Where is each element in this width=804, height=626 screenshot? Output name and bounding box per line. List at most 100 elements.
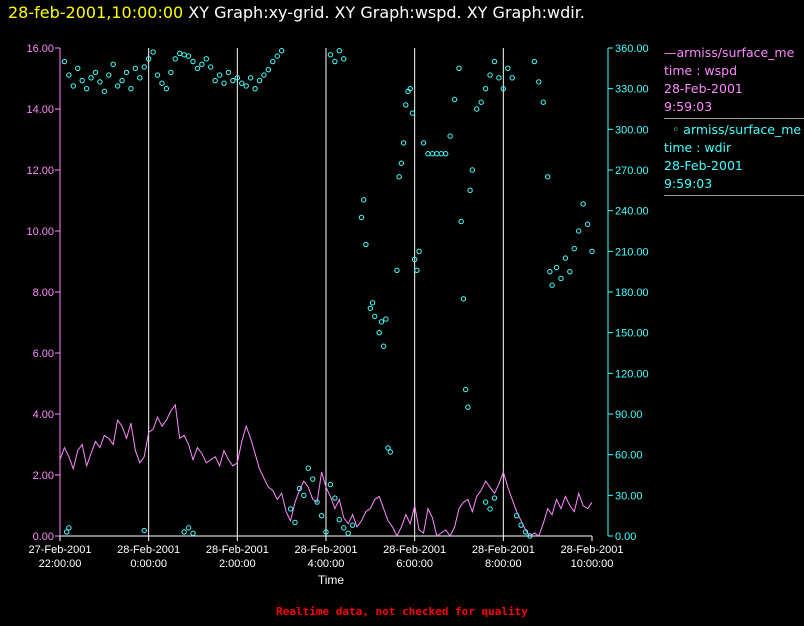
- wdir-point: [425, 151, 431, 157]
- wdir-series: [61, 48, 595, 539]
- wdir-point: [451, 96, 458, 103]
- wdir-point: [301, 492, 307, 499]
- wdir-point: [172, 56, 178, 62]
- left-axis-tick-label: 16.00: [26, 43, 54, 55]
- wdir-point: [478, 99, 484, 105]
- wdir-point: [513, 512, 520, 519]
- wdir-point: [496, 75, 502, 81]
- wdir-point: [332, 495, 338, 501]
- wdir-point: [482, 85, 489, 92]
- wdir-point: [482, 499, 489, 505]
- wdir-point: [544, 174, 551, 180]
- legend-wspd-time: 9:59:03: [664, 99, 713, 114]
- x-axis-tick-time: 0:00:00: [130, 558, 167, 570]
- wdir-point: [420, 140, 427, 146]
- wdir-point: [66, 525, 72, 531]
- wdir-point: [407, 85, 413, 92]
- wdir-point: [199, 61, 205, 67]
- wdir-point: [527, 533, 533, 539]
- wdir-point: [438, 151, 444, 157]
- wdir-point: [345, 530, 351, 536]
- right-axis-tick-label: 360.00: [615, 43, 649, 55]
- wdir-point: [75, 65, 81, 72]
- axes: 0.00 2.00 4.00 6.00 8.00 10.00 12.00 14.00 16.00…: [26, 43, 648, 570]
- wdir-point: [509, 75, 515, 81]
- wdir-point: [314, 499, 320, 505]
- legend-wspd-var: time : wspd: [664, 63, 738, 78]
- wdir-point: [252, 85, 258, 92]
- wdir-point: [558, 275, 564, 282]
- wdir-point: [363, 241, 369, 248]
- wdir-point: [190, 58, 196, 65]
- wdir-point: [185, 53, 192, 59]
- wdir-point: [154, 72, 161, 78]
- legend-line-icon: —: [664, 45, 677, 60]
- wdir-point: [88, 75, 94, 81]
- x-axis-tick-date: 28-Feb-2001: [472, 544, 535, 556]
- wdir-point: [522, 529, 529, 535]
- wdir-point: [278, 48, 285, 54]
- right-axis-tick-label: 240.00: [615, 206, 649, 218]
- x-axis-tick-date: 28-Feb-2001: [206, 544, 269, 556]
- wdir-point: [119, 77, 125, 84]
- wdir-point: [305, 465, 311, 471]
- left-axis-tick-label: 4.00: [33, 409, 54, 421]
- wdir-point: [106, 72, 112, 78]
- x-axis-label: Time: [318, 573, 345, 587]
- wdir-point: [265, 66, 272, 73]
- right-axis-tick-label: 270.00: [615, 165, 649, 177]
- wdir-point: [378, 319, 385, 325]
- left-axis-tick-label: 2.00: [33, 470, 54, 482]
- wdir-point: [247, 75, 254, 81]
- wdir-point: [63, 529, 70, 535]
- x-axis-tick-time: 10:00:00: [571, 558, 614, 570]
- wdir-point: [194, 65, 201, 72]
- wdir-point: [327, 52, 334, 58]
- wdir-point: [101, 88, 108, 95]
- wdir-point: [216, 72, 223, 78]
- wdir-point: [270, 58, 276, 65]
- wdir-point: [491, 58, 498, 65]
- wdir-point: [336, 517, 342, 523]
- wdir-point: [385, 445, 391, 451]
- x-axis-tick-time: 4:00:00: [308, 558, 345, 570]
- wdir-point: [411, 256, 418, 263]
- wdir-point: [239, 80, 245, 86]
- legend-wspd-name: armiss/surface_me: [676, 45, 795, 60]
- wdir-point: [323, 529, 329, 535]
- right-axis-tick-label: 0.00: [615, 531, 636, 543]
- graph-title: 28-feb-2001,10:00:00 XY Graph:xy-grid. X…: [8, 3, 585, 22]
- left-axis-tick-label: 12.00: [26, 165, 54, 177]
- wdir-point: [536, 79, 542, 85]
- wdir-point: [292, 519, 298, 526]
- wdir-point: [221, 80, 227, 86]
- x-axis-tick-time: 2:00:00: [219, 558, 256, 570]
- x-axis-tick-time: 22:00:00: [39, 558, 82, 570]
- quality-disclaimer: Realtime data, not checked for quality: [276, 605, 528, 618]
- wdir-point: [61, 58, 68, 65]
- wdir-point: [327, 481, 334, 488]
- wdir-point: [487, 72, 493, 78]
- wdir-point: [380, 343, 387, 349]
- wdir-point: [403, 102, 409, 108]
- grid-lines: [148, 48, 504, 536]
- wdir-point: [234, 75, 241, 81]
- x-axis-tick-date: 27-Feb-2001: [29, 544, 92, 556]
- legend-wdir: ◦ armiss/surface_me time : wdir 28-Feb-2…: [664, 121, 804, 196]
- wdir-point: [230, 77, 236, 84]
- wdir-point: [571, 245, 577, 252]
- wdir-point: [181, 529, 187, 535]
- wdir-point: [367, 305, 374, 311]
- wdir-point: [467, 187, 473, 194]
- wdir-point: [456, 65, 462, 72]
- right-axis-tick-label: 120.00: [615, 368, 649, 380]
- wdir-point: [212, 77, 218, 84]
- right-axis-tick-label: 210.00: [615, 246, 649, 258]
- wdir-point: [341, 56, 347, 62]
- x-axis-tick-date: 28-Feb-2001: [117, 544, 180, 556]
- wdir-point: [318, 512, 325, 519]
- left-axis-tick-label: 14.00: [26, 104, 54, 116]
- wdir-point: [360, 197, 367, 203]
- wdir-point: [310, 476, 316, 482]
